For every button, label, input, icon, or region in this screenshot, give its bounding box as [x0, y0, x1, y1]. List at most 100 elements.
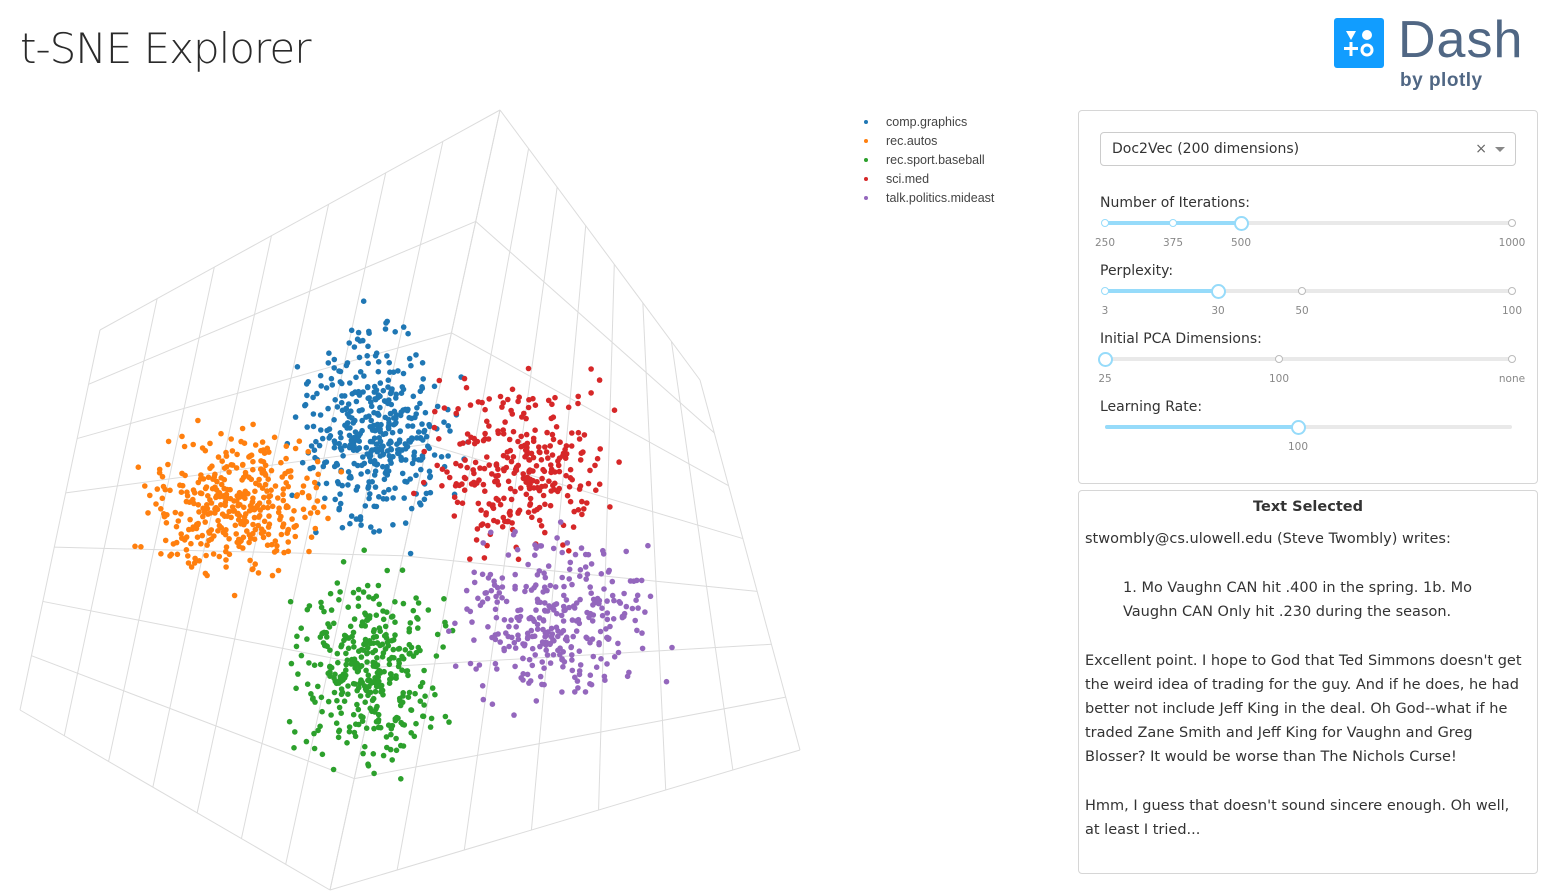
scatter-point[interactable] [552, 394, 558, 401]
scatter-point[interactable] [563, 443, 570, 449]
scatter-point[interactable] [240, 461, 246, 468]
scatter-point[interactable] [515, 510, 521, 516]
scatter-point[interactable] [330, 766, 337, 773]
learning-rate-slider-handle[interactable] [1290, 419, 1306, 435]
scatter-point[interactable] [376, 601, 383, 608]
scatter-point[interactable] [317, 661, 324, 668]
scatter-point[interactable] [339, 524, 346, 531]
scatter-point[interactable] [593, 664, 600, 670]
scatter-point[interactable] [408, 505, 415, 512]
scatter-point[interactable] [223, 557, 229, 563]
scatter-point[interactable] [338, 643, 344, 650]
scatter-point[interactable] [615, 640, 621, 647]
scatter-point[interactable] [395, 663, 402, 670]
scatter-point[interactable] [494, 599, 501, 605]
scatter-point[interactable] [203, 552, 209, 559]
scatter-point[interactable] [485, 624, 491, 630]
scatter-point[interactable] [333, 720, 340, 726]
scatter-point[interactable] [200, 513, 206, 520]
scatter-point[interactable] [596, 640, 602, 646]
scatter-point[interactable] [560, 627, 567, 634]
scatter-point[interactable] [559, 656, 565, 662]
perplexity-mark[interactable]: 100 [1501, 305, 1523, 317]
scatter-point[interactable] [377, 453, 384, 459]
scatter-point[interactable] [504, 449, 511, 455]
scatter-point[interactable] [366, 395, 373, 401]
scatter-point[interactable] [411, 733, 418, 740]
scatter-point[interactable] [446, 474, 453, 481]
scatter-point[interactable] [364, 582, 371, 589]
scatter-point[interactable] [493, 593, 499, 600]
scatter-point[interactable] [541, 468, 548, 475]
scatter-point[interactable] [385, 416, 392, 423]
scatter-point[interactable] [198, 490, 205, 497]
scatter-point[interactable] [255, 570, 262, 576]
scatter-point[interactable] [340, 453, 346, 459]
scatter-point[interactable] [395, 646, 402, 652]
scatter-point[interactable] [187, 516, 193, 523]
scatter-point[interactable] [310, 464, 316, 471]
scatter-point[interactable] [600, 547, 606, 554]
scatter-point[interactable] [183, 498, 190, 505]
scatter-point[interactable] [373, 503, 380, 510]
scatter-point[interactable] [287, 468, 294, 474]
legend-item[interactable]: rec.sport.baseball [860, 150, 994, 169]
scatter-point[interactable] [511, 712, 517, 718]
scatter-point[interactable] [236, 536, 242, 543]
scatter-point[interactable] [473, 537, 480, 543]
scatter-point[interactable] [354, 484, 361, 490]
scatter-point[interactable] [552, 469, 558, 475]
scatter-point[interactable] [507, 508, 513, 515]
scatter-point[interactable] [311, 479, 318, 486]
scatter-point[interactable] [365, 360, 372, 367]
scatter-point[interactable] [533, 698, 540, 704]
scatter-point[interactable] [404, 479, 410, 485]
scatter-point[interactable] [596, 600, 602, 607]
scatter-point[interactable] [311, 504, 317, 511]
scatter-point[interactable] [572, 689, 578, 695]
scatter-point[interactable] [577, 596, 583, 603]
legend-item[interactable]: comp.graphics [860, 112, 994, 131]
scatter-point[interactable] [530, 395, 536, 402]
scatter-point[interactable] [577, 457, 584, 463]
scatter-point[interactable] [413, 720, 419, 727]
scatter-point[interactable] [500, 431, 507, 437]
clear-icon[interactable]: × [1475, 141, 1487, 157]
scatter-point[interactable] [592, 462, 598, 469]
pca-slider-handle[interactable] [1097, 351, 1113, 367]
scatter-point[interactable] [507, 485, 514, 492]
scatter-point[interactable] [361, 683, 368, 689]
scatter-point[interactable] [414, 405, 420, 411]
scatter-point[interactable] [371, 770, 377, 777]
scatter-point[interactable] [555, 633, 561, 640]
scatter-point[interactable] [464, 464, 471, 471]
scatter-point[interactable] [479, 399, 485, 406]
scatter-point[interactable] [292, 445, 299, 452]
scatter-point[interactable] [501, 495, 507, 502]
scatter-point[interactable] [242, 495, 248, 502]
scatter-point[interactable] [275, 495, 281, 501]
scatter-point[interactable] [556, 485, 562, 492]
scatter-point[interactable] [205, 474, 212, 481]
scatter-point[interactable] [576, 436, 583, 442]
scatter-point[interactable] [433, 653, 440, 659]
scatter-point[interactable] [332, 440, 338, 446]
scatter-point[interactable] [266, 499, 272, 505]
scatter-point[interactable] [397, 428, 403, 435]
scatter-point[interactable] [298, 652, 305, 659]
scatter-point[interactable] [463, 384, 470, 391]
scatter-point[interactable] [250, 421, 256, 428]
scatter-point[interactable] [471, 479, 477, 486]
scatter-point[interactable] [506, 436, 513, 443]
scatter-point[interactable] [370, 751, 377, 757]
scatter-point[interactable] [576, 620, 583, 627]
scatter-point[interactable] [372, 647, 379, 654]
scatter-point[interactable] [376, 494, 382, 500]
scatter-point[interactable] [570, 524, 577, 530]
scatter-point[interactable] [191, 500, 197, 507]
legend-item[interactable]: talk.politics.mideast [860, 188, 994, 207]
scatter-point[interactable] [377, 426, 383, 432]
scatter-point[interactable] [439, 466, 446, 473]
scatter-point[interactable] [508, 496, 515, 503]
scatter-point[interactable] [202, 570, 209, 577]
